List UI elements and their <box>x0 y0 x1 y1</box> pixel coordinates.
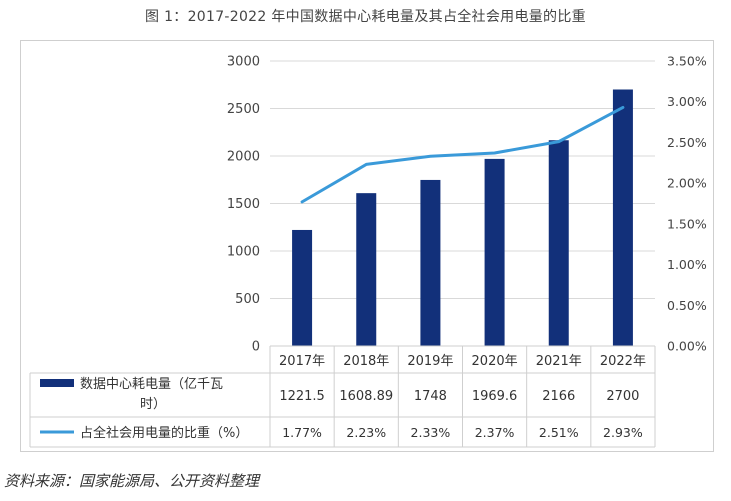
left-tick-label: 1500 <box>227 197 260 212</box>
data-label-bar: 2700 <box>606 389 639 404</box>
line-series <box>300 105 625 204</box>
chart-title: 图 1：2017-2022 年中国数据中心耗电量及其占全社会用电量的比重 <box>145 9 586 25</box>
right-tick-label: 3.00% <box>667 94 707 109</box>
bar <box>612 89 633 346</box>
category-label: 2017年 <box>279 354 325 369</box>
category-label: 2019年 <box>407 354 453 369</box>
bar <box>356 193 377 346</box>
left-axis: 0 500 1000 1500 2000 2500 3000 <box>227 55 260 355</box>
right-tick-label: 1.50% <box>667 216 707 231</box>
data-label-bar: 1969.6 <box>472 389 518 404</box>
data-label-line: 2.33% <box>411 425 451 440</box>
bar <box>548 140 569 346</box>
left-tick-label: 2500 <box>227 102 260 117</box>
data-table: 2017年 2018年 2019年 2020年 2021年 2022年数据中心耗电量（亿千… <box>29 345 656 448</box>
gridlines <box>270 60 655 299</box>
right-tick-label: 2.50% <box>667 135 707 150</box>
legend-label-bar: 数据中心耗电量（亿千瓦 <box>80 377 223 392</box>
data-label-bar: 1748 <box>414 389 447 404</box>
legend-swatch-bar <box>40 379 74 387</box>
category-label: 2022年 <box>600 354 646 369</box>
left-tick-label: 3000 <box>227 55 260 70</box>
right-tick-label: 3.50% <box>667 54 707 69</box>
right-tick-label: 2.00% <box>667 176 707 191</box>
data-label-line: 2.37% <box>475 425 515 440</box>
left-tick-label: 2000 <box>227 150 260 165</box>
right-tick-label: 0.50% <box>667 298 707 313</box>
right-axis: 0.00% 0.50% 1.00% 1.50% 2.00% 2.50% 3.00% 3.50% <box>667 54 707 354</box>
bar <box>420 179 441 346</box>
category-label: 2020年 <box>472 354 518 369</box>
left-tick-label: 1000 <box>227 245 260 260</box>
left-tick-label: 0 <box>252 340 260 355</box>
data-label-line: 2.23% <box>346 425 386 440</box>
data-label-line: 2.51% <box>539 425 579 440</box>
data-label-bar: 1608.89 <box>339 389 393 404</box>
source-note: 资料来源：国家能源局、公开资料整理 <box>4 472 260 490</box>
category-label: 2018年 <box>343 354 389 369</box>
right-tick-label: 0.00% <box>667 339 707 354</box>
legend-label-bar-cont: 时） <box>140 397 166 412</box>
data-label-bar: 1221.5 <box>279 389 325 404</box>
category-label: 2021年 <box>536 354 582 369</box>
right-tick-label: 1.00% <box>667 257 707 272</box>
series-line <box>300 105 625 204</box>
bar <box>292 229 313 346</box>
bar <box>484 158 505 346</box>
data-label-line: 1.77% <box>282 425 322 440</box>
data-label-bar: 2166 <box>542 389 575 404</box>
data-label-line: 2.93% <box>603 425 643 440</box>
chart-frame <box>20 40 714 452</box>
left-tick-label: 500 <box>235 292 260 307</box>
legend-label-line: 占全社会用电量的比重（%） <box>80 425 248 441</box>
bar-series <box>292 89 633 346</box>
